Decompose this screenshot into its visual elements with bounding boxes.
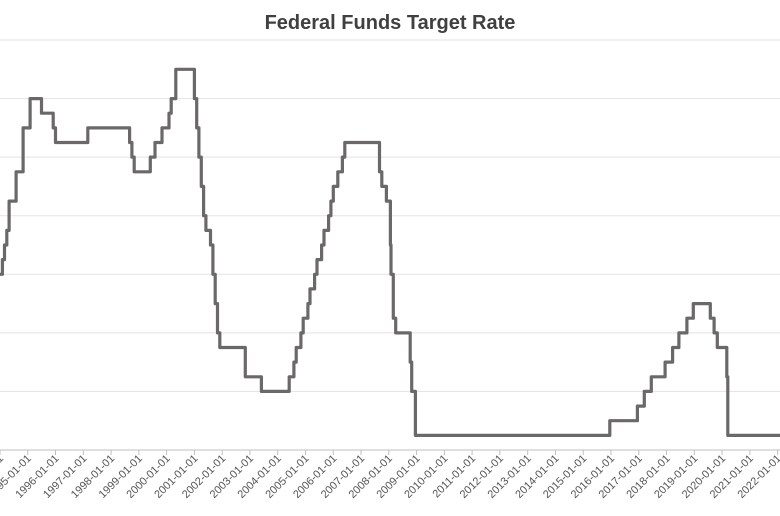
x-tick-labels: 1994-01-011995-01-011996-01-011997-01-01… (0, 450, 780, 501)
chart-title: Federal Funds Target Rate (264, 12, 516, 34)
series-line-federal-funds (0, 67, 780, 437)
